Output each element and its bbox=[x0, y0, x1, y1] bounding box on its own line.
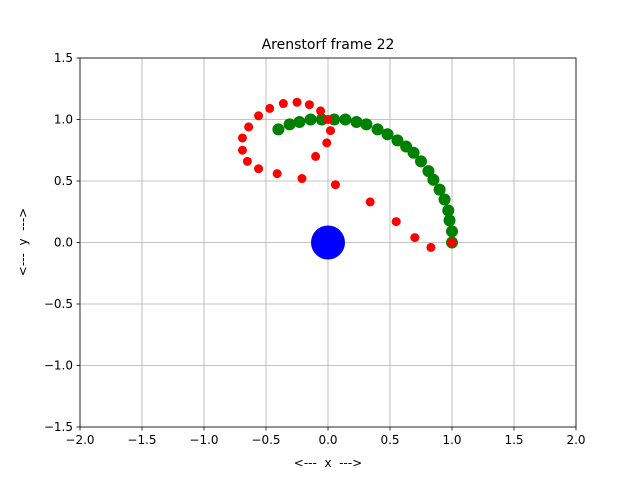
point bbox=[311, 225, 345, 260]
point bbox=[242, 156, 252, 166]
x-tick-label: −1.0 bbox=[189, 433, 218, 447]
y-tick-label: −1.0 bbox=[44, 359, 73, 373]
point bbox=[446, 225, 458, 238]
point bbox=[254, 111, 264, 121]
y-tick-label: −0.5 bbox=[44, 297, 73, 311]
point bbox=[311, 151, 321, 161]
point bbox=[323, 115, 333, 124]
x-axis-label: <--- x ---> bbox=[294, 456, 362, 470]
y-tick-label: 0.0 bbox=[54, 236, 73, 250]
point bbox=[304, 113, 317, 126]
point bbox=[433, 183, 446, 196]
y-tick-label: 0.5 bbox=[54, 174, 73, 188]
point bbox=[293, 115, 306, 128]
x-tick-label: 1.5 bbox=[504, 433, 523, 447]
point bbox=[381, 128, 394, 141]
point bbox=[330, 180, 340, 190]
point bbox=[292, 97, 302, 107]
point bbox=[254, 164, 264, 174]
point bbox=[272, 123, 285, 136]
x-tick-label: 2.0 bbox=[566, 433, 585, 447]
point bbox=[443, 214, 456, 227]
x-tick-label: −2.0 bbox=[65, 433, 94, 447]
point bbox=[322, 138, 332, 148]
x-tick-label: 1.0 bbox=[442, 433, 461, 447]
point bbox=[391, 134, 404, 147]
point bbox=[237, 145, 247, 155]
point bbox=[237, 133, 247, 143]
point bbox=[426, 242, 436, 252]
y-tick-label: 1.5 bbox=[54, 51, 73, 65]
x-tick-label: −0.5 bbox=[251, 433, 280, 447]
point bbox=[283, 118, 296, 131]
point bbox=[297, 174, 307, 184]
point bbox=[350, 115, 363, 128]
point bbox=[360, 118, 373, 131]
point bbox=[371, 123, 384, 136]
y-tick-label: −1.5 bbox=[44, 420, 73, 434]
x-tick-label: −1.5 bbox=[127, 433, 156, 447]
point bbox=[442, 204, 455, 217]
x-tick-label: 0.0 bbox=[318, 433, 337, 447]
point bbox=[438, 193, 451, 206]
y-axis-label: <--- y ---> bbox=[16, 208, 30, 276]
point bbox=[447, 238, 457, 247]
point bbox=[365, 197, 375, 207]
chart-title: Arenstorf frame 22 bbox=[262, 37, 395, 53]
y-tick-label: 1.0 bbox=[54, 113, 73, 127]
plot-frame bbox=[79, 57, 577, 428]
point bbox=[400, 140, 413, 153]
point bbox=[339, 113, 352, 126]
point bbox=[325, 126, 335, 136]
point bbox=[272, 169, 282, 179]
point bbox=[422, 165, 435, 178]
point bbox=[316, 106, 326, 116]
point bbox=[391, 217, 401, 227]
point bbox=[415, 155, 427, 168]
point bbox=[278, 99, 288, 109]
point bbox=[410, 233, 420, 243]
point bbox=[244, 122, 254, 132]
point bbox=[265, 103, 275, 113]
point bbox=[304, 100, 314, 110]
x-tick-label: 0.5 bbox=[380, 433, 399, 447]
